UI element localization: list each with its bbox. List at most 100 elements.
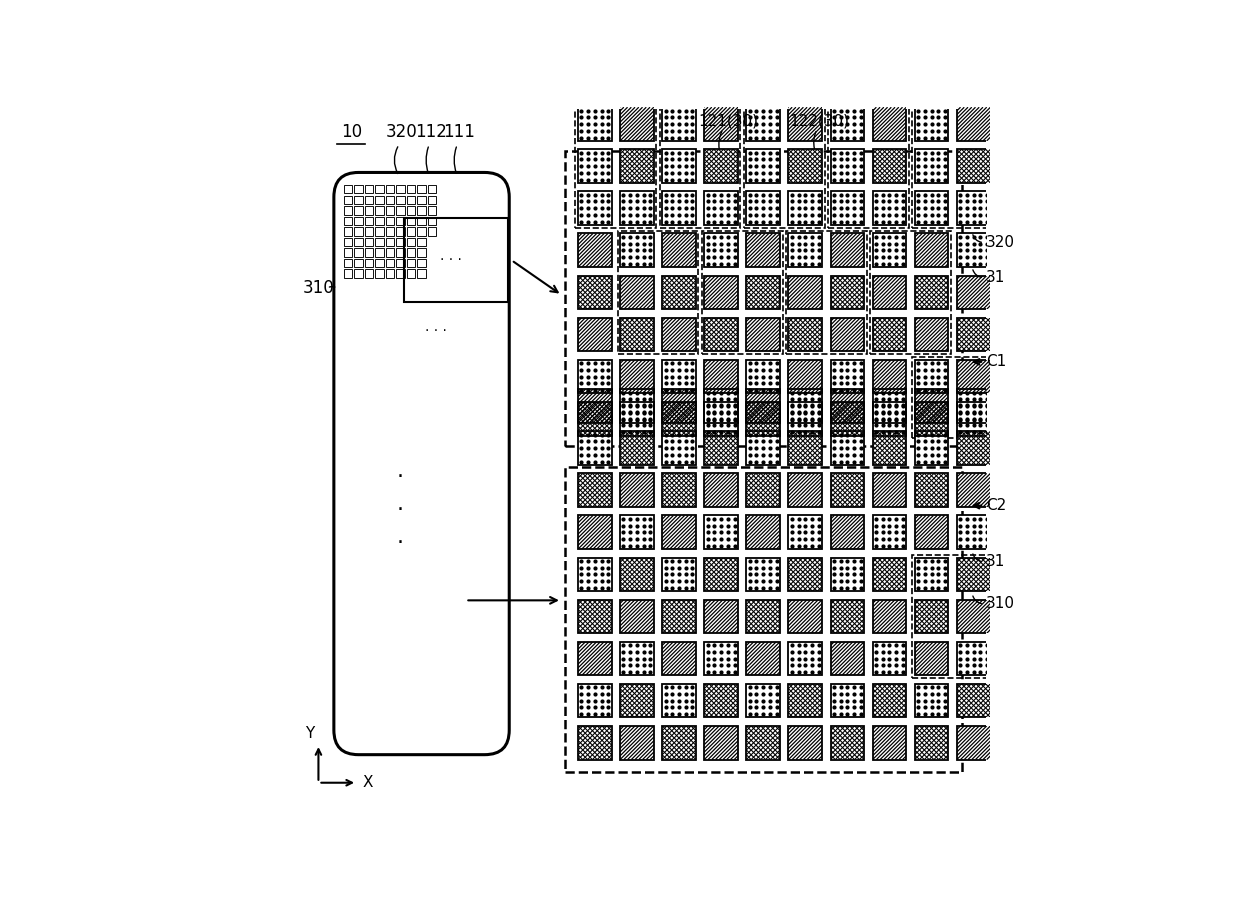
Bar — [831, 641, 864, 675]
Bar — [873, 684, 906, 718]
Bar — [915, 516, 949, 549]
Bar — [915, 599, 949, 633]
Bar — [578, 149, 611, 183]
Bar — [789, 684, 822, 718]
Bar — [789, 233, 822, 267]
Bar — [418, 185, 425, 193]
Bar — [620, 684, 653, 718]
Bar — [957, 726, 991, 760]
Text: Y: Y — [305, 726, 315, 741]
Bar — [620, 389, 653, 423]
Bar — [662, 599, 696, 633]
Bar — [789, 599, 822, 633]
Bar — [407, 206, 415, 215]
Bar — [386, 227, 394, 236]
Bar — [789, 402, 822, 435]
Bar — [662, 431, 696, 465]
Text: 310: 310 — [986, 597, 1016, 611]
Bar — [915, 360, 949, 394]
Bar — [620, 389, 653, 423]
Bar — [915, 107, 949, 141]
Bar — [746, 431, 780, 465]
Bar — [662, 431, 696, 465]
Bar — [662, 684, 696, 718]
Bar — [789, 149, 822, 183]
Bar — [831, 191, 864, 225]
Bar — [578, 191, 611, 225]
Bar — [704, 641, 738, 675]
Bar — [578, 474, 611, 507]
Bar — [704, 474, 738, 507]
Bar — [789, 402, 822, 435]
Bar — [578, 474, 611, 507]
Bar — [873, 516, 906, 549]
Bar — [915, 318, 949, 352]
Bar — [578, 275, 611, 309]
Bar — [746, 684, 780, 718]
Bar — [578, 318, 611, 352]
Bar — [873, 599, 906, 633]
Bar — [915, 599, 949, 633]
Text: C1: C1 — [986, 354, 1007, 369]
Text: 320: 320 — [986, 235, 1016, 251]
Bar — [704, 275, 738, 309]
Bar — [913, 105, 993, 228]
Bar — [662, 402, 696, 435]
Bar — [831, 726, 864, 760]
Bar — [915, 431, 949, 465]
Bar — [915, 389, 949, 423]
Bar — [746, 275, 780, 309]
Bar — [789, 191, 822, 225]
Bar — [957, 191, 991, 225]
Bar — [376, 238, 383, 246]
Bar — [957, 149, 991, 183]
Bar — [578, 684, 611, 718]
Bar — [957, 516, 991, 549]
Bar — [957, 474, 991, 507]
Bar — [957, 684, 991, 718]
Bar — [704, 516, 738, 549]
Bar — [355, 196, 362, 204]
Text: . . .: . . . — [424, 320, 446, 333]
Bar — [746, 360, 780, 394]
Bar — [428, 196, 436, 204]
Bar — [873, 431, 906, 465]
Bar — [620, 107, 653, 141]
Bar — [662, 641, 696, 675]
Bar — [915, 641, 949, 675]
Bar — [831, 318, 864, 352]
Bar — [704, 726, 738, 760]
Bar — [343, 196, 352, 204]
Bar — [873, 599, 906, 633]
Bar — [662, 389, 696, 423]
Bar — [407, 196, 415, 204]
Bar — [704, 191, 738, 225]
Bar — [873, 402, 906, 435]
Bar — [957, 599, 991, 633]
Bar — [704, 431, 738, 465]
Bar — [386, 259, 394, 267]
Bar — [915, 275, 949, 309]
Bar — [428, 227, 436, 236]
Bar — [873, 149, 906, 183]
Bar — [831, 684, 864, 718]
Bar — [343, 206, 352, 215]
Bar — [746, 318, 780, 352]
Bar — [376, 248, 383, 257]
Bar — [407, 238, 415, 246]
Bar — [789, 431, 822, 465]
Text: C2: C2 — [986, 498, 1007, 513]
Bar — [620, 402, 653, 435]
Bar — [746, 191, 780, 225]
Bar — [746, 275, 780, 309]
Bar — [789, 149, 822, 183]
Bar — [704, 233, 738, 267]
Bar — [662, 726, 696, 760]
Bar — [746, 474, 780, 507]
Bar — [789, 191, 822, 225]
Bar — [662, 389, 696, 423]
Bar — [397, 270, 404, 278]
Bar — [873, 389, 906, 423]
Bar — [365, 206, 373, 215]
Bar — [789, 275, 822, 309]
